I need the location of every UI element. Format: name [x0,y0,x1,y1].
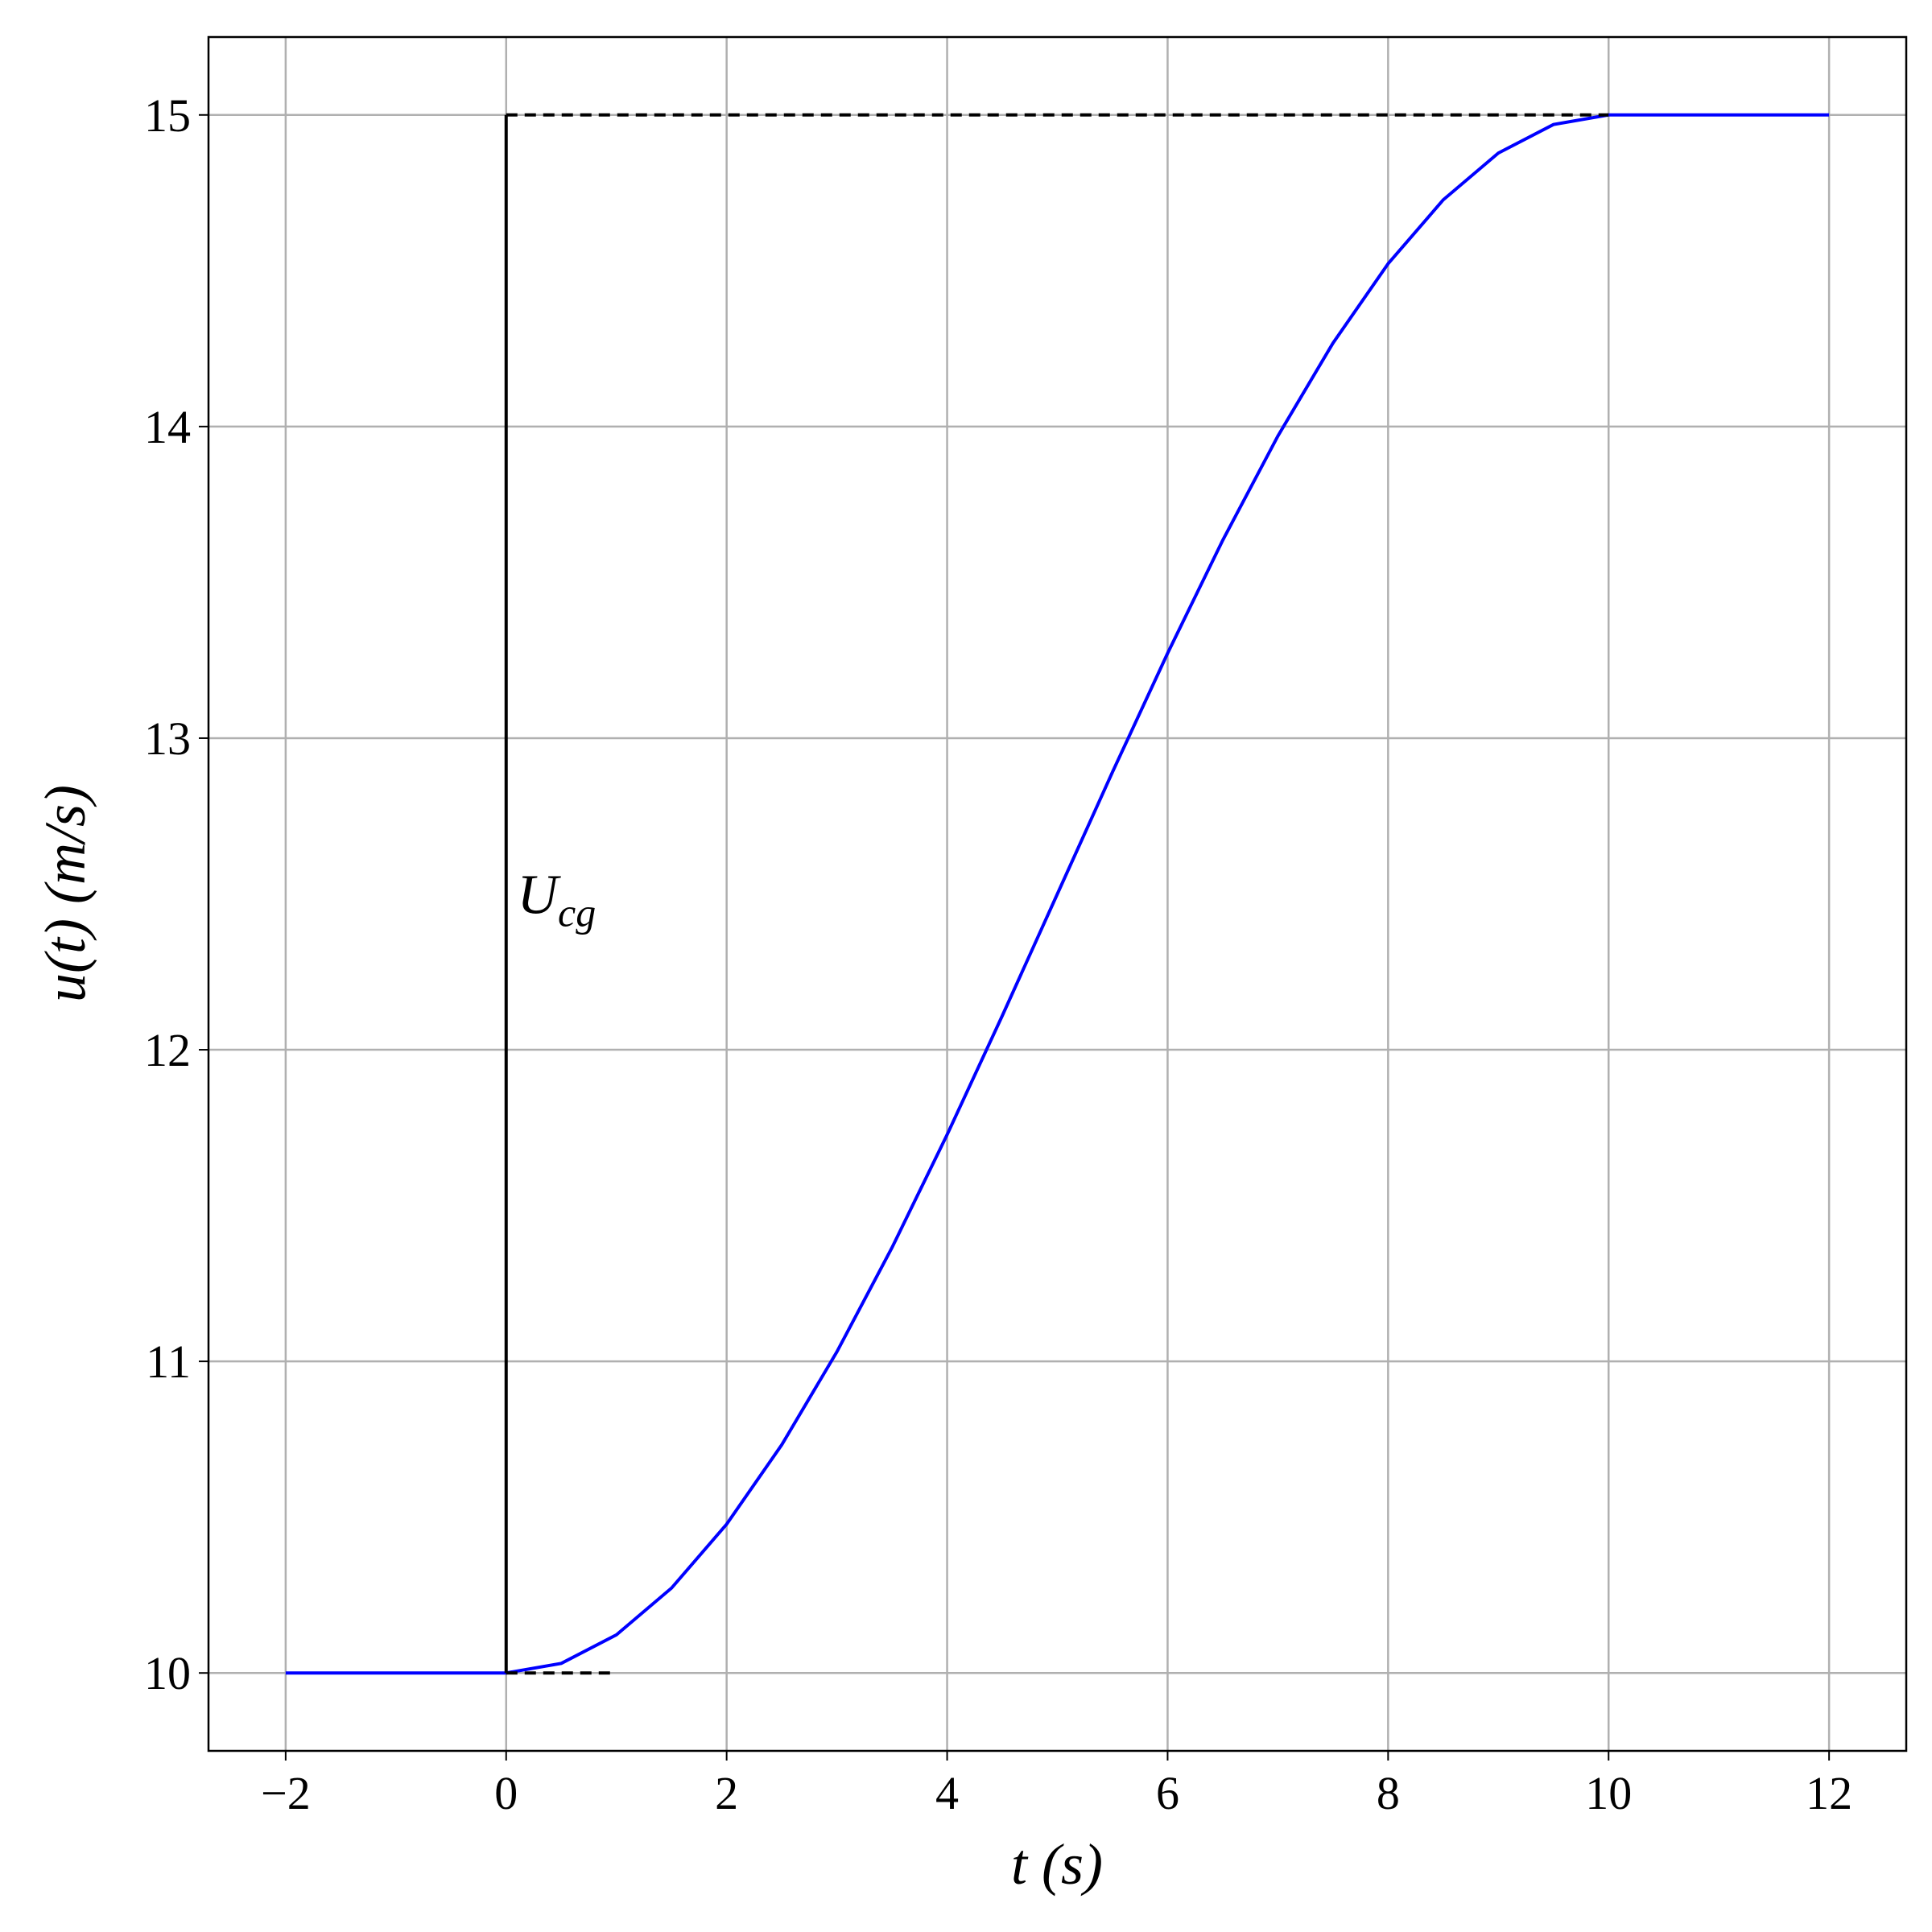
x-tick-label: 10 [1585,1767,1632,1819]
y-tick-label: 13 [144,712,191,765]
x-tick-label: 12 [1806,1767,1852,1819]
annotation: Ucg [517,865,596,935]
x-tick-label: 8 [1377,1767,1400,1819]
y-tick-label: 10 [144,1647,191,1699]
x-tick-label: 4 [935,1767,959,1819]
y-tick-label: 15 [144,89,191,142]
x-axis-label: t (s) [1011,1832,1103,1897]
annotation-text: U [517,865,561,927]
line-series [285,113,1830,1675]
x-tick-label: 6 [1156,1767,1179,1819]
y-tick-label: 14 [144,401,191,453]
y-axis-label: u(t) (m/s) [33,785,97,1002]
y-tick-label: 11 [146,1335,191,1388]
x-tick-label: −2 [261,1767,311,1819]
y-tick-label: 12 [144,1024,191,1076]
annotation-subscript: cg [558,890,596,935]
x-tick-label: 0 [494,1767,518,1819]
plot-frame [207,35,1908,1752]
x-tick-label: 2 [715,1767,738,1819]
